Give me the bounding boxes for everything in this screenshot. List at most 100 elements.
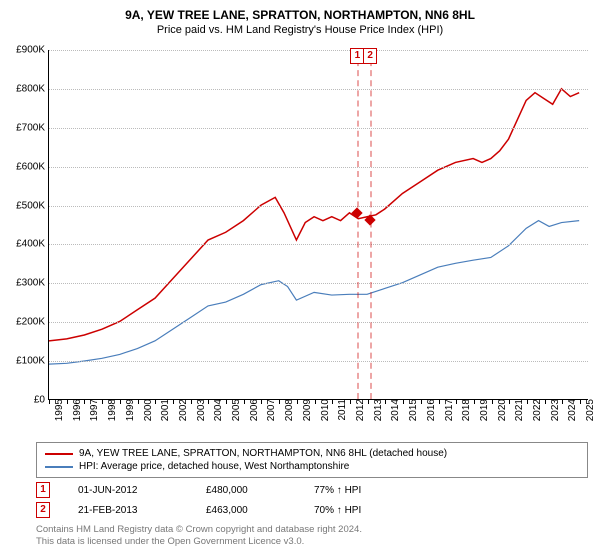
x-tick bbox=[492, 399, 493, 404]
x-axis-label: 1995 bbox=[52, 399, 65, 421]
transaction-price: £480,000 bbox=[206, 485, 286, 496]
y-axis-label: £100K bbox=[5, 356, 49, 367]
x-tick bbox=[403, 399, 404, 404]
y-axis-label: £900K bbox=[5, 45, 49, 56]
gridline bbox=[49, 283, 588, 284]
y-axis-label: £0 bbox=[5, 395, 49, 406]
x-axis-label: 2005 bbox=[229, 399, 242, 421]
y-axis-label: £800K bbox=[5, 83, 49, 94]
legend-label: 9A, YEW TREE LANE, SPRATTON, NORTHAMPTON… bbox=[79, 448, 447, 459]
x-axis-label: 2009 bbox=[300, 399, 313, 421]
transaction-index-box: 2 bbox=[36, 502, 50, 518]
x-tick bbox=[138, 399, 139, 404]
x-tick bbox=[456, 399, 457, 404]
x-axis-label: 1998 bbox=[105, 399, 118, 421]
chart-lines-svg bbox=[49, 50, 588, 399]
event-vline bbox=[357, 50, 359, 399]
gridline bbox=[49, 89, 588, 90]
y-axis-label: £300K bbox=[5, 278, 49, 289]
x-axis-label: 2000 bbox=[141, 399, 154, 421]
x-axis-label: 2004 bbox=[211, 399, 224, 421]
chart-plot-area: £0£100K£200K£300K£400K£500K£600K£700K£80… bbox=[48, 50, 588, 400]
chart-title: 9A, YEW TREE LANE, SPRATTON, NORTHAMPTON… bbox=[0, 0, 600, 22]
x-tick bbox=[226, 399, 227, 404]
x-tick bbox=[297, 399, 298, 404]
x-axis-label: 2006 bbox=[247, 399, 260, 421]
x-tick bbox=[350, 399, 351, 404]
x-axis-label: 2017 bbox=[442, 399, 455, 421]
x-tick bbox=[208, 399, 209, 404]
x-tick bbox=[509, 399, 510, 404]
x-axis-label: 1999 bbox=[123, 399, 136, 421]
x-axis-label: 2020 bbox=[495, 399, 508, 421]
gridline bbox=[49, 206, 588, 207]
x-axis-label: 2024 bbox=[565, 399, 578, 421]
x-tick bbox=[474, 399, 475, 404]
footer-line: This data is licensed under the Open Gov… bbox=[36, 536, 362, 548]
footer-line: Contains HM Land Registry data © Crown c… bbox=[36, 524, 362, 536]
legend-swatch bbox=[45, 453, 73, 455]
event-marker: 2 bbox=[363, 48, 377, 64]
x-tick bbox=[244, 399, 245, 404]
x-axis-label: 2025 bbox=[583, 399, 596, 421]
x-axis-label: 2012 bbox=[353, 399, 366, 421]
x-tick bbox=[67, 399, 68, 404]
transaction-index-box: 1 bbox=[36, 482, 50, 498]
transaction-pct: 70% ↑ HPI bbox=[314, 505, 414, 516]
x-tick bbox=[562, 399, 563, 404]
x-axis-label: 2010 bbox=[318, 399, 331, 421]
x-axis-label: 1996 bbox=[70, 399, 83, 421]
x-axis-label: 2018 bbox=[459, 399, 472, 421]
table-row: 1 01-JUN-2012 £480,000 77% ↑ HPI bbox=[36, 480, 588, 500]
gridline bbox=[49, 128, 588, 129]
chart-subtitle: Price paid vs. HM Land Registry's House … bbox=[0, 22, 600, 36]
transactions-table: 1 01-JUN-2012 £480,000 77% ↑ HPI 2 21-FE… bbox=[36, 480, 588, 520]
transaction-pct: 77% ↑ HPI bbox=[314, 485, 414, 496]
transaction-date: 01-JUN-2012 bbox=[78, 485, 178, 496]
x-tick bbox=[261, 399, 262, 404]
x-axis-label: 2003 bbox=[194, 399, 207, 421]
y-axis-label: £700K bbox=[5, 122, 49, 133]
transaction-date: 21-FEB-2013 bbox=[78, 505, 178, 516]
x-axis-label: 1997 bbox=[87, 399, 100, 421]
legend-row: HPI: Average price, detached house, West… bbox=[45, 460, 579, 473]
x-tick bbox=[173, 399, 174, 404]
series-line-property bbox=[49, 89, 579, 341]
y-axis-label: £500K bbox=[5, 200, 49, 211]
gridline bbox=[49, 361, 588, 362]
x-axis-label: 2011 bbox=[335, 399, 348, 421]
x-tick bbox=[439, 399, 440, 404]
series-line-hpi bbox=[49, 221, 579, 364]
y-axis-label: £200K bbox=[5, 317, 49, 328]
x-tick bbox=[49, 399, 50, 404]
gridline bbox=[49, 167, 588, 168]
x-axis-label: 2008 bbox=[282, 399, 295, 421]
legend-swatch bbox=[45, 466, 73, 468]
legend-label: HPI: Average price, detached house, West… bbox=[79, 461, 349, 472]
y-axis-label: £600K bbox=[5, 161, 49, 172]
x-tick bbox=[368, 399, 369, 404]
x-tick bbox=[421, 399, 422, 404]
x-axis-label: 2016 bbox=[424, 399, 437, 421]
x-axis-label: 2023 bbox=[548, 399, 561, 421]
x-tick bbox=[155, 399, 156, 404]
x-axis-label: 2019 bbox=[477, 399, 490, 421]
x-tick bbox=[102, 399, 103, 404]
transaction-price: £463,000 bbox=[206, 505, 286, 516]
chart-container: 9A, YEW TREE LANE, SPRATTON, NORTHAMPTON… bbox=[0, 0, 600, 560]
x-tick bbox=[84, 399, 85, 404]
x-axis-label: 2022 bbox=[530, 399, 543, 421]
x-axis-label: 2014 bbox=[388, 399, 401, 421]
x-tick bbox=[120, 399, 121, 404]
x-tick bbox=[332, 399, 333, 404]
x-axis-label: 2007 bbox=[264, 399, 277, 421]
x-tick bbox=[545, 399, 546, 404]
x-tick bbox=[385, 399, 386, 404]
x-tick bbox=[527, 399, 528, 404]
x-axis-label: 2015 bbox=[406, 399, 419, 421]
y-axis-label: £400K bbox=[5, 239, 49, 250]
table-row: 2 21-FEB-2013 £463,000 70% ↑ HPI bbox=[36, 500, 588, 520]
x-tick bbox=[580, 399, 581, 404]
x-axis-label: 2001 bbox=[158, 399, 171, 421]
footer-attribution: Contains HM Land Registry data © Crown c… bbox=[36, 524, 362, 549]
